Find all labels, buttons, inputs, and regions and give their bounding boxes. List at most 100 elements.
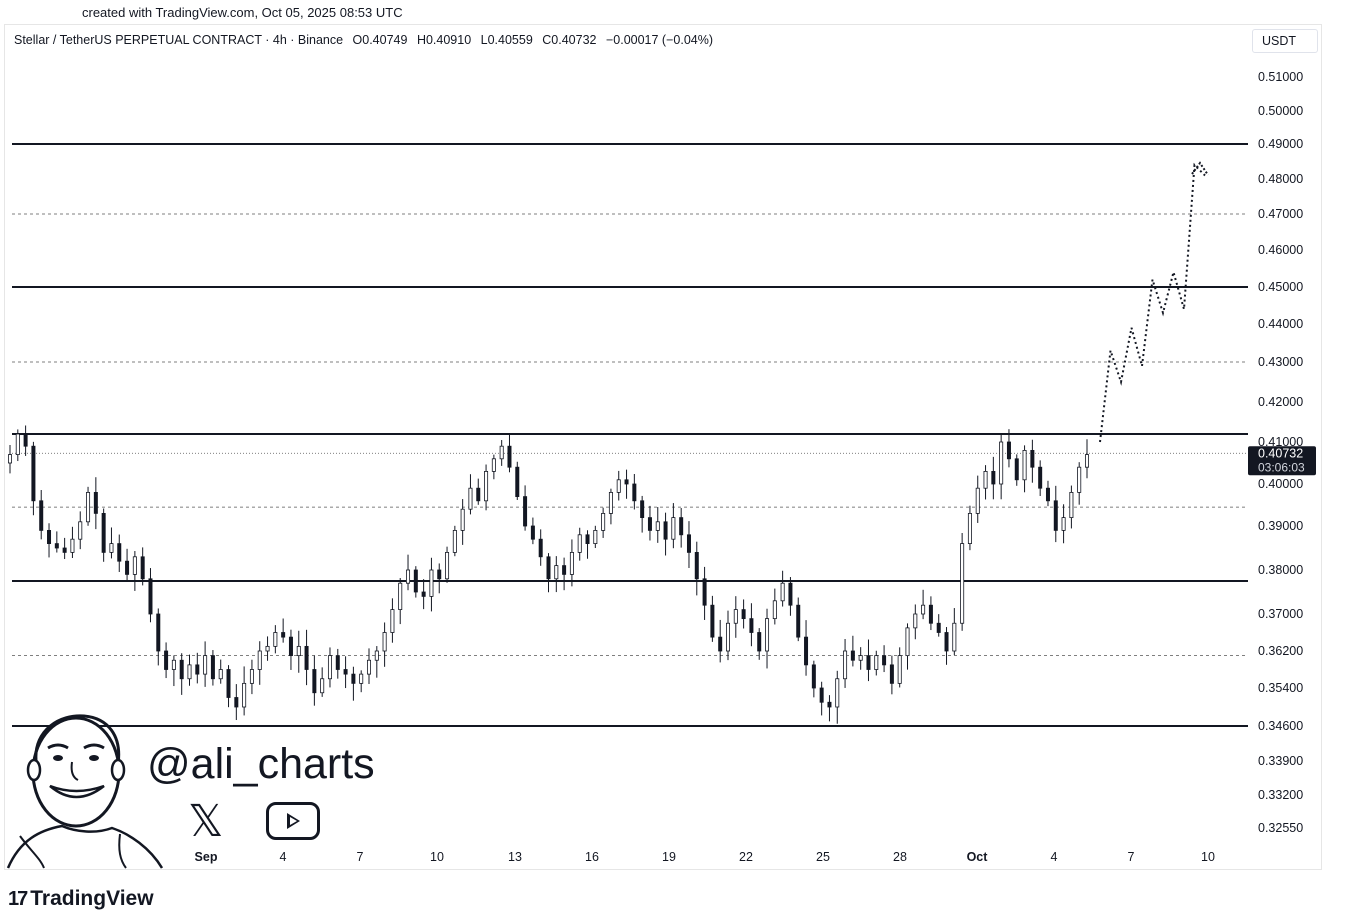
youtube-icon[interactable] <box>266 802 320 840</box>
candle[interactable] <box>109 527 114 559</box>
candle[interactable] <box>70 526 75 559</box>
candle[interactable] <box>398 578 403 625</box>
candle[interactable] <box>843 638 848 688</box>
candle[interactable] <box>827 695 832 722</box>
candle[interactable] <box>234 684 239 721</box>
candle[interactable] <box>351 666 356 701</box>
candle[interactable] <box>374 646 379 678</box>
candle[interactable] <box>421 579 426 610</box>
candle[interactable] <box>187 654 192 686</box>
candle[interactable] <box>562 557 567 591</box>
candle[interactable] <box>546 553 551 593</box>
candle[interactable] <box>921 589 926 620</box>
candle[interactable] <box>491 454 496 480</box>
candle[interactable] <box>242 666 247 716</box>
candle[interactable] <box>718 619 723 663</box>
candle[interactable] <box>125 548 130 582</box>
candle[interactable] <box>296 630 301 673</box>
candle[interactable] <box>585 530 590 559</box>
candle[interactable] <box>460 499 465 545</box>
candle[interactable] <box>897 647 902 688</box>
candle[interactable] <box>47 523 52 558</box>
candle[interactable] <box>952 608 957 656</box>
candle[interactable] <box>679 507 684 548</box>
candle[interactable] <box>530 517 535 545</box>
candle[interactable] <box>257 641 262 685</box>
candle[interactable] <box>960 532 965 631</box>
candle[interactable] <box>468 474 473 515</box>
candle[interactable] <box>515 461 520 500</box>
candle[interactable] <box>507 433 512 473</box>
candle[interactable] <box>765 608 770 669</box>
candle[interactable] <box>991 456 996 500</box>
candle[interactable] <box>726 610 731 661</box>
candle[interactable] <box>944 627 949 665</box>
candle[interactable] <box>343 656 348 689</box>
candle[interactable] <box>1085 439 1090 479</box>
candle[interactable] <box>132 551 137 591</box>
candle[interactable] <box>538 529 543 566</box>
candle[interactable] <box>804 620 809 676</box>
candle[interactable] <box>710 595 715 642</box>
candle[interactable] <box>975 475 980 523</box>
candle[interactable] <box>93 477 98 530</box>
candle[interactable] <box>686 521 691 568</box>
candle[interactable] <box>288 629 293 670</box>
candle[interactable] <box>164 642 169 679</box>
candle[interactable] <box>928 596 933 631</box>
candle[interactable] <box>616 470 621 501</box>
candle[interactable] <box>694 541 699 596</box>
candle[interactable] <box>335 648 340 679</box>
candle[interactable] <box>218 659 223 684</box>
candle[interactable] <box>304 629 309 686</box>
candle[interactable] <box>999 434 1004 500</box>
candle[interactable] <box>1045 480 1050 507</box>
candle[interactable] <box>593 525 598 549</box>
candle[interactable] <box>484 464 489 511</box>
candle[interactable] <box>913 604 918 640</box>
candle[interactable] <box>7 445 12 474</box>
candle[interactable] <box>1030 439 1035 483</box>
candle[interactable] <box>78 511 83 550</box>
candle[interactable] <box>647 505 652 541</box>
candle[interactable] <box>1069 485 1074 529</box>
candle[interactable] <box>850 635 855 667</box>
candle[interactable] <box>452 525 457 557</box>
candle[interactable] <box>15 429 20 462</box>
candle[interactable] <box>866 639 871 682</box>
candle[interactable] <box>905 623 910 670</box>
candle[interactable] <box>577 527 582 561</box>
candle[interactable] <box>265 636 270 661</box>
candle[interactable] <box>140 547 145 586</box>
candle[interactable] <box>757 628 762 660</box>
candle[interactable] <box>31 441 36 516</box>
x-logo-icon[interactable]: 𝕏 <box>188 797 224 846</box>
candle[interactable] <box>171 655 176 687</box>
candle[interactable] <box>983 465 988 500</box>
candle[interactable] <box>54 531 59 553</box>
candle[interactable] <box>874 650 879 676</box>
candle[interactable] <box>382 622 387 667</box>
candle[interactable] <box>523 485 528 531</box>
candle[interactable] <box>554 556 559 593</box>
candle[interactable] <box>226 665 231 708</box>
candle[interactable] <box>62 537 67 560</box>
candle[interactable] <box>195 652 200 684</box>
candle[interactable] <box>327 647 332 688</box>
candle[interactable] <box>640 495 645 533</box>
candle[interactable] <box>819 681 824 716</box>
candle[interactable] <box>624 469 629 499</box>
candle[interactable] <box>741 599 746 629</box>
symbol-title[interactable]: Stellar / TetherUS PERPETUAL CONTRACT · … <box>14 33 344 47</box>
candle[interactable] <box>936 614 941 637</box>
candle[interactable] <box>733 596 738 638</box>
candle[interactable] <box>835 670 840 724</box>
candle[interactable] <box>86 486 91 526</box>
candle[interactable] <box>1038 460 1043 497</box>
candle[interactable] <box>889 655 894 695</box>
candle[interactable] <box>273 625 278 654</box>
candle[interactable] <box>796 597 801 642</box>
candle[interactable] <box>156 608 161 666</box>
candle[interactable] <box>1022 445 1027 493</box>
